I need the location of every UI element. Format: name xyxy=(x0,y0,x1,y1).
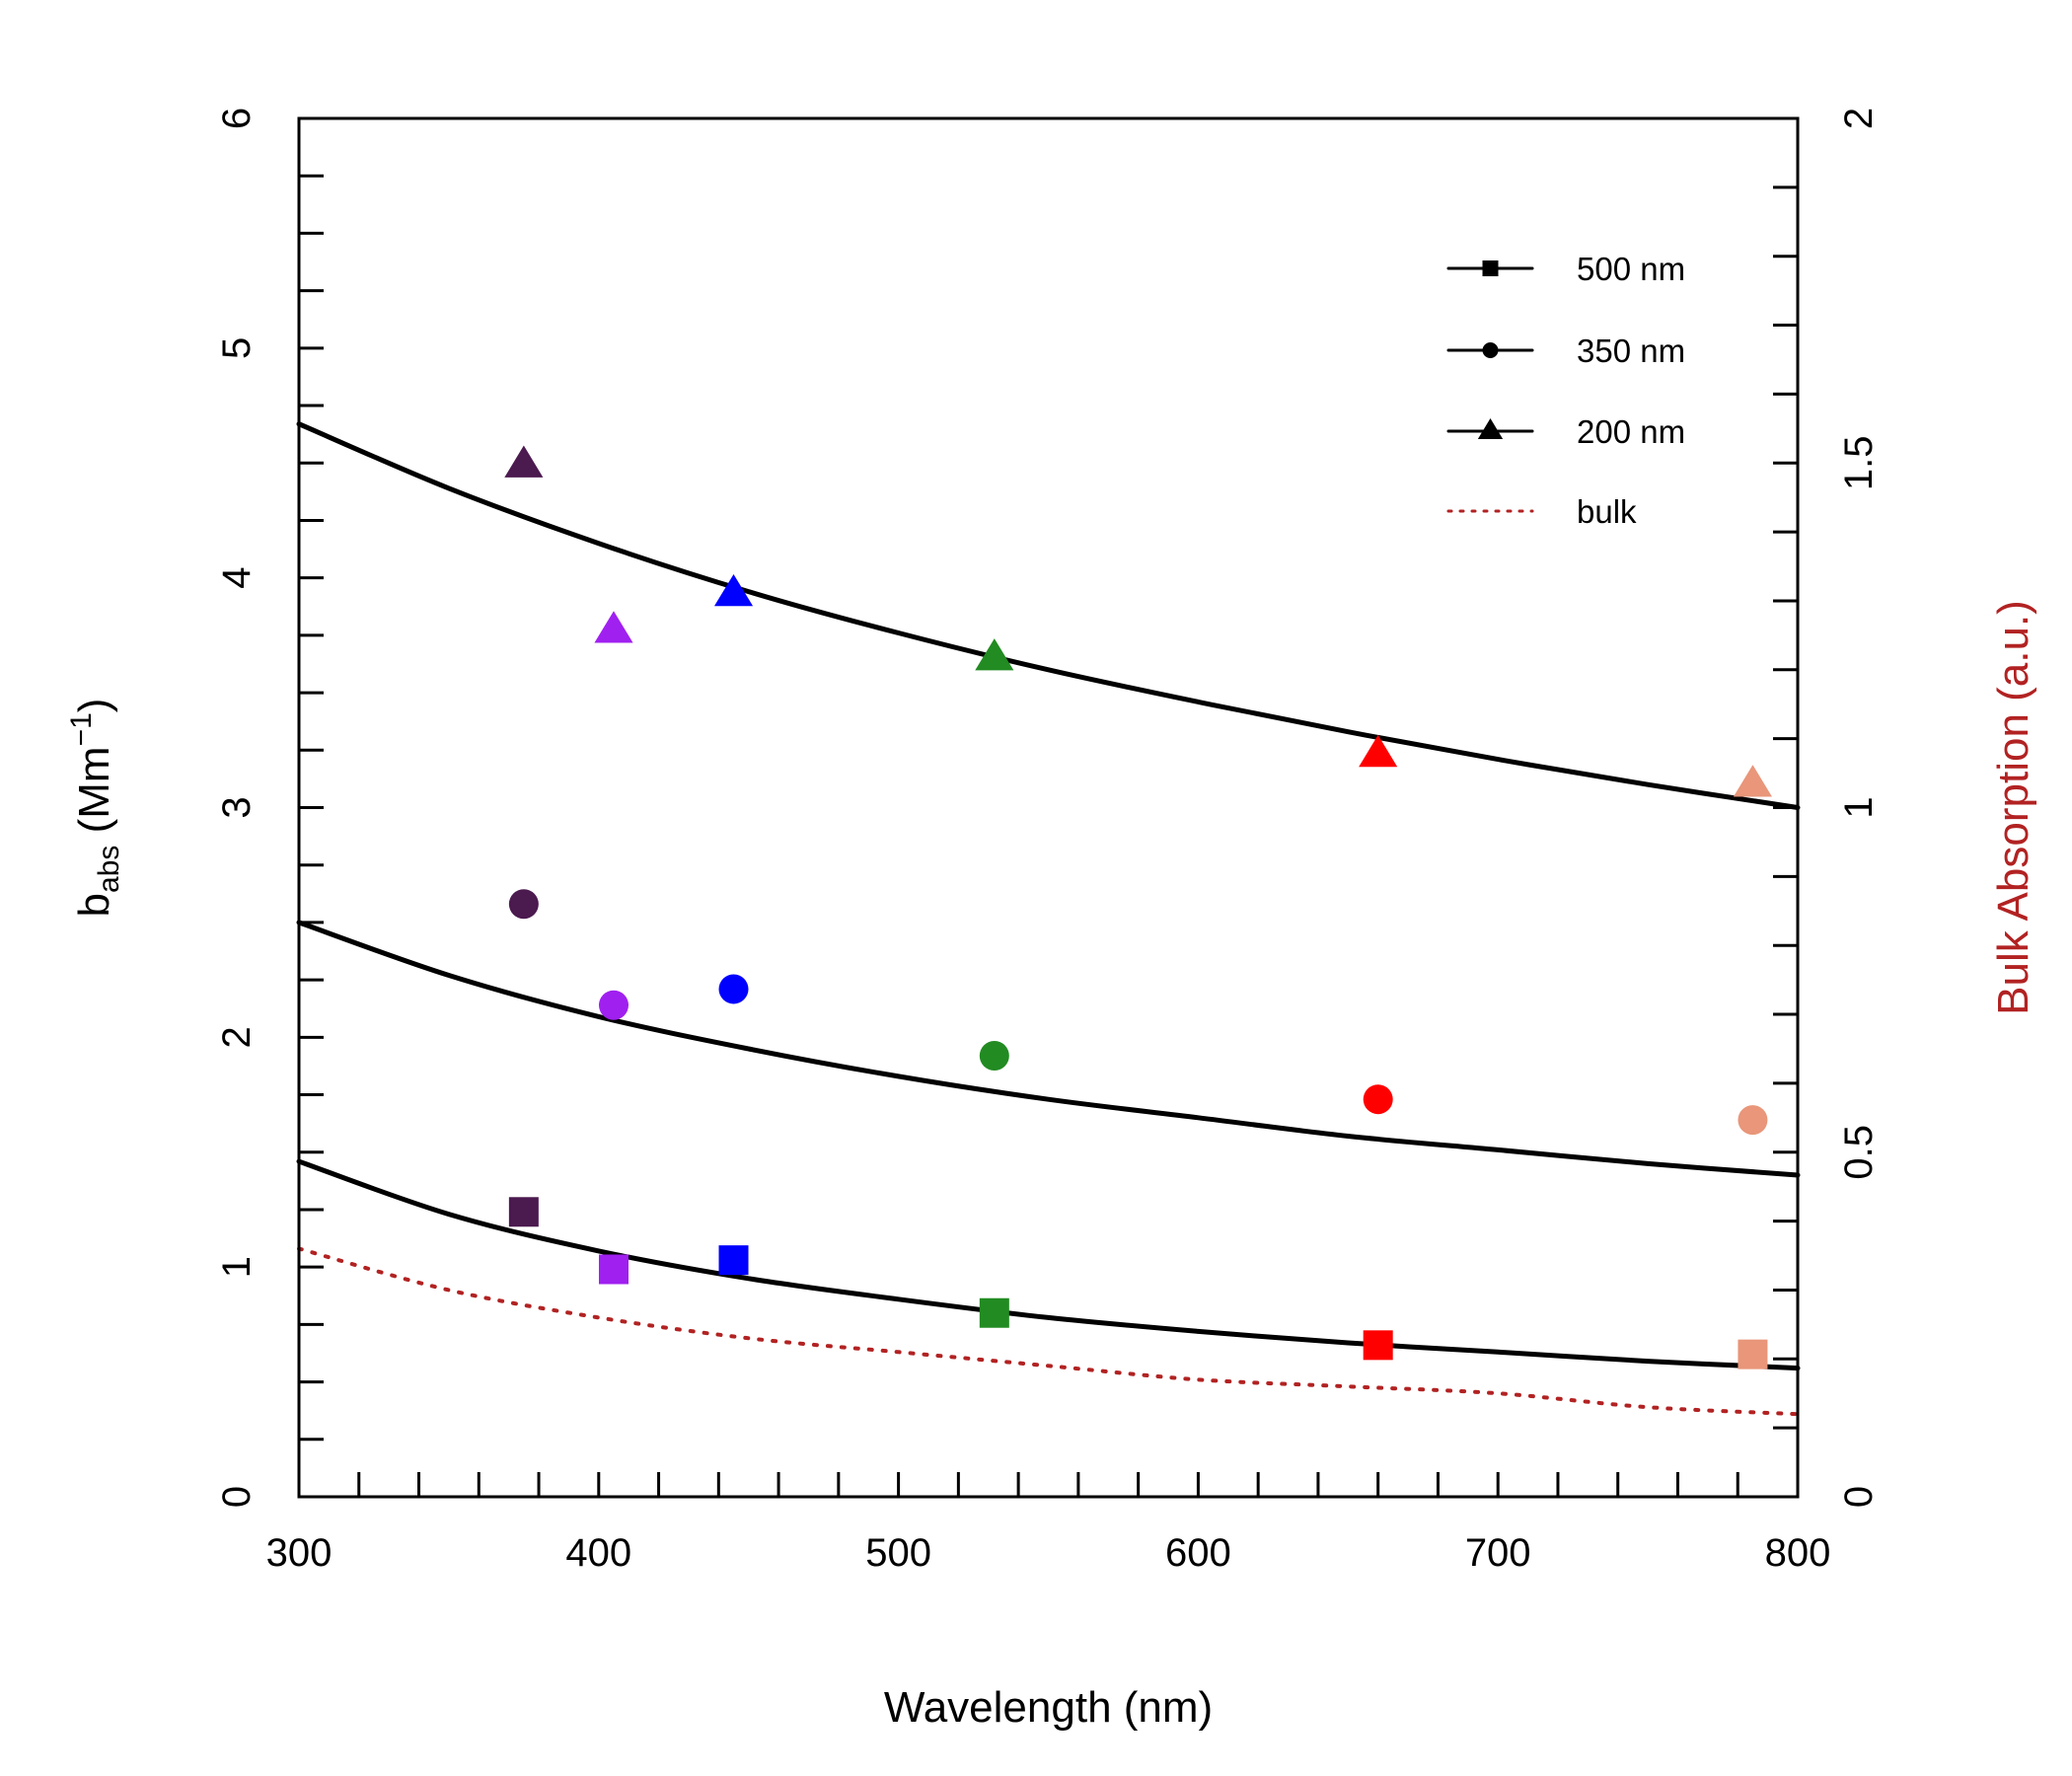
point-200-nm-375 xyxy=(504,445,544,478)
legend-label: bulk xyxy=(1577,493,1637,530)
point-500-nm-785 xyxy=(1738,1339,1768,1369)
y-tick-label: 1 xyxy=(215,1256,259,1278)
point-350-nm-785 xyxy=(1738,1105,1768,1136)
point-500-nm-445 xyxy=(718,1245,749,1276)
x-tick-label: 700 xyxy=(1465,1531,1531,1575)
point-350-nm-660 xyxy=(1363,1084,1393,1115)
legend-item-350-nm: 350 nm xyxy=(1446,333,1685,369)
y2-tick-label: 2 xyxy=(1837,108,1881,129)
fit-line-500-nm xyxy=(296,1158,1801,1371)
axes: 300 400 500 600 700 800 0 1 2 3 4 5 6 0 0.5 1 1.5 2 xyxy=(215,108,1881,1575)
legend-marker-square xyxy=(1482,260,1499,276)
y-tick-label: 0 xyxy=(215,1486,259,1508)
x-tick-label: 500 xyxy=(865,1531,931,1575)
legend-label: 200 nm xyxy=(1577,413,1685,450)
point-500-nm-660 xyxy=(1363,1330,1393,1361)
point-350-nm-532 xyxy=(979,1040,1009,1071)
y2-tick-label: 1.5 xyxy=(1837,435,1881,490)
legend-item-bulk: bulk xyxy=(1446,493,1637,530)
data-points xyxy=(504,445,1772,1369)
point-200-nm-405 xyxy=(594,611,633,643)
fit-lines xyxy=(296,421,1801,1417)
point-350-nm-445 xyxy=(718,974,749,1004)
y-tick-label: 2 xyxy=(215,1026,259,1048)
y-axis-title: babs (Mm−1) xyxy=(65,699,125,918)
y2-tick-label: 0.5 xyxy=(1837,1125,1881,1180)
legend-label: 350 nm xyxy=(1577,333,1685,369)
y-tick-label: 4 xyxy=(215,567,259,589)
y2-tick-label: 1 xyxy=(1837,796,1881,818)
y-tick-label: 6 xyxy=(215,108,259,129)
point-350-nm-405 xyxy=(598,990,629,1020)
y-axis-title-close: ) xyxy=(70,699,118,713)
y-axis-title-sup: −1 xyxy=(65,712,98,746)
point-500-nm-405 xyxy=(598,1254,629,1285)
x-tick-label: 600 xyxy=(1165,1531,1231,1575)
legend-marker-circle xyxy=(1482,342,1499,358)
legend-label: 500 nm xyxy=(1577,251,1685,287)
fit-line-350-nm xyxy=(296,920,1801,1178)
point-500-nm-532 xyxy=(979,1297,1009,1328)
legend: 500 nm 350 nm 200 nm bulk xyxy=(1446,251,1685,530)
y-axis-title-unit: (Mm xyxy=(70,746,118,845)
point-200-nm-445 xyxy=(713,573,754,607)
point-200-nm-785 xyxy=(1733,765,1772,797)
plot-frame xyxy=(297,116,1800,1499)
y-axis-title-base: b xyxy=(70,893,118,917)
legend-marker-triangle xyxy=(1477,418,1504,439)
x-tick-label: 400 xyxy=(565,1531,631,1575)
point-200-nm-660 xyxy=(1359,734,1398,768)
y-tick-label: 3 xyxy=(215,796,259,818)
point-200-nm-532 xyxy=(975,638,1014,671)
y-tick-label: 5 xyxy=(215,337,259,359)
x-tick-label: 300 xyxy=(266,1531,333,1575)
x-axis-title: Wavelength (nm) xyxy=(884,1683,1213,1732)
legend-item-500-nm: 500 nm xyxy=(1446,251,1685,287)
y2-axis-title: Bulk Absorption (a.u.) xyxy=(1989,600,2037,1015)
legend-item-200-nm: 200 nm xyxy=(1446,413,1685,450)
y-axis-title-sub: abs xyxy=(93,846,125,893)
fit-line-200-nm xyxy=(296,421,1801,810)
fit-line-bulk xyxy=(297,1246,1800,1417)
y2-tick-label: 0 xyxy=(1837,1486,1881,1508)
x-tick-label: 800 xyxy=(1765,1531,1831,1575)
point-500-nm-375 xyxy=(508,1197,539,1227)
point-350-nm-375 xyxy=(508,889,539,920)
